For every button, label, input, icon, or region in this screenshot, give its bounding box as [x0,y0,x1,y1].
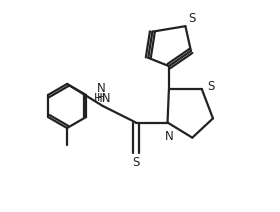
Text: S: S [132,156,139,169]
Text: HN: HN [94,92,112,105]
Text: N: N [165,130,173,143]
Text: S: S [207,80,214,93]
Text: N: N [97,82,106,95]
Text: H: H [97,93,106,103]
Text: S: S [188,12,195,25]
